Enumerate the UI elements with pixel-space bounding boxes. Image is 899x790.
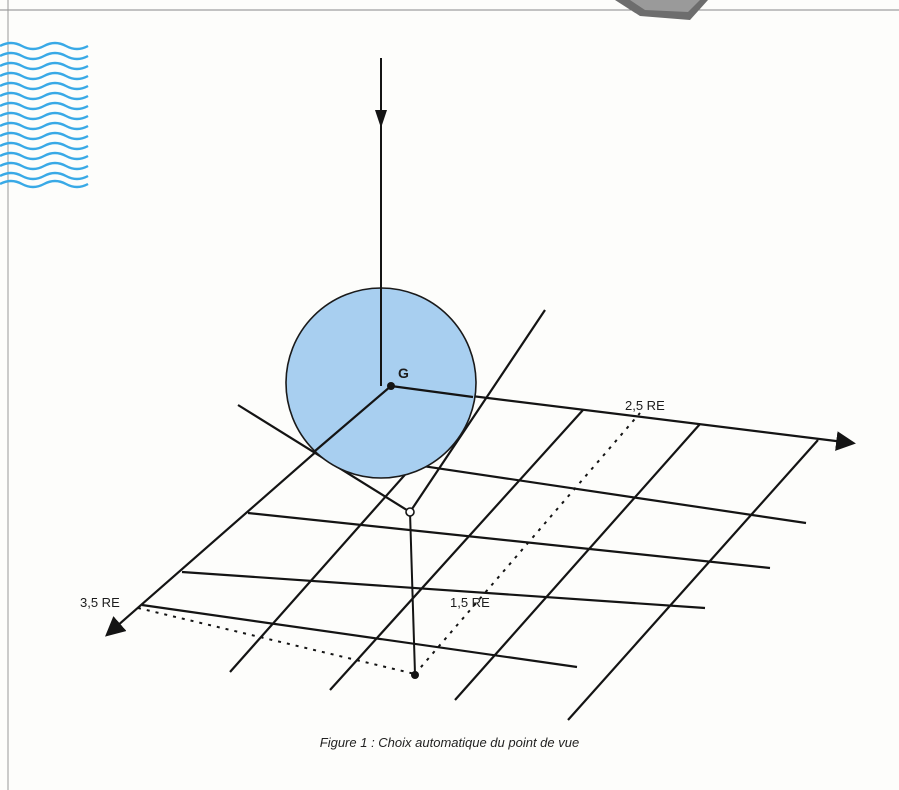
wave-decoration-icon [0,41,89,189]
dotted-guides [137,412,641,675]
grid-lines-across [141,448,807,669]
label-axis-x-distance: 2,5 RE [625,398,665,413]
drop-line [409,511,416,675]
view-axis-arrow [375,110,387,128]
label-center-G: G [398,365,409,381]
diagonal-line [409,309,546,513]
projection-point [405,507,415,517]
axis-y-segment [314,385,392,452]
label-axis-z-distance: 1,5 RE [450,595,490,610]
center-point-G [387,382,395,390]
axis-x-segment [390,384,474,399]
floor-point [411,671,419,679]
label-axis-y-distance: 3,5 RE [80,595,120,610]
figure-caption: Figure 1 : Choix automatique du point de… [319,735,580,750]
corner-dial-icon [615,0,708,20]
